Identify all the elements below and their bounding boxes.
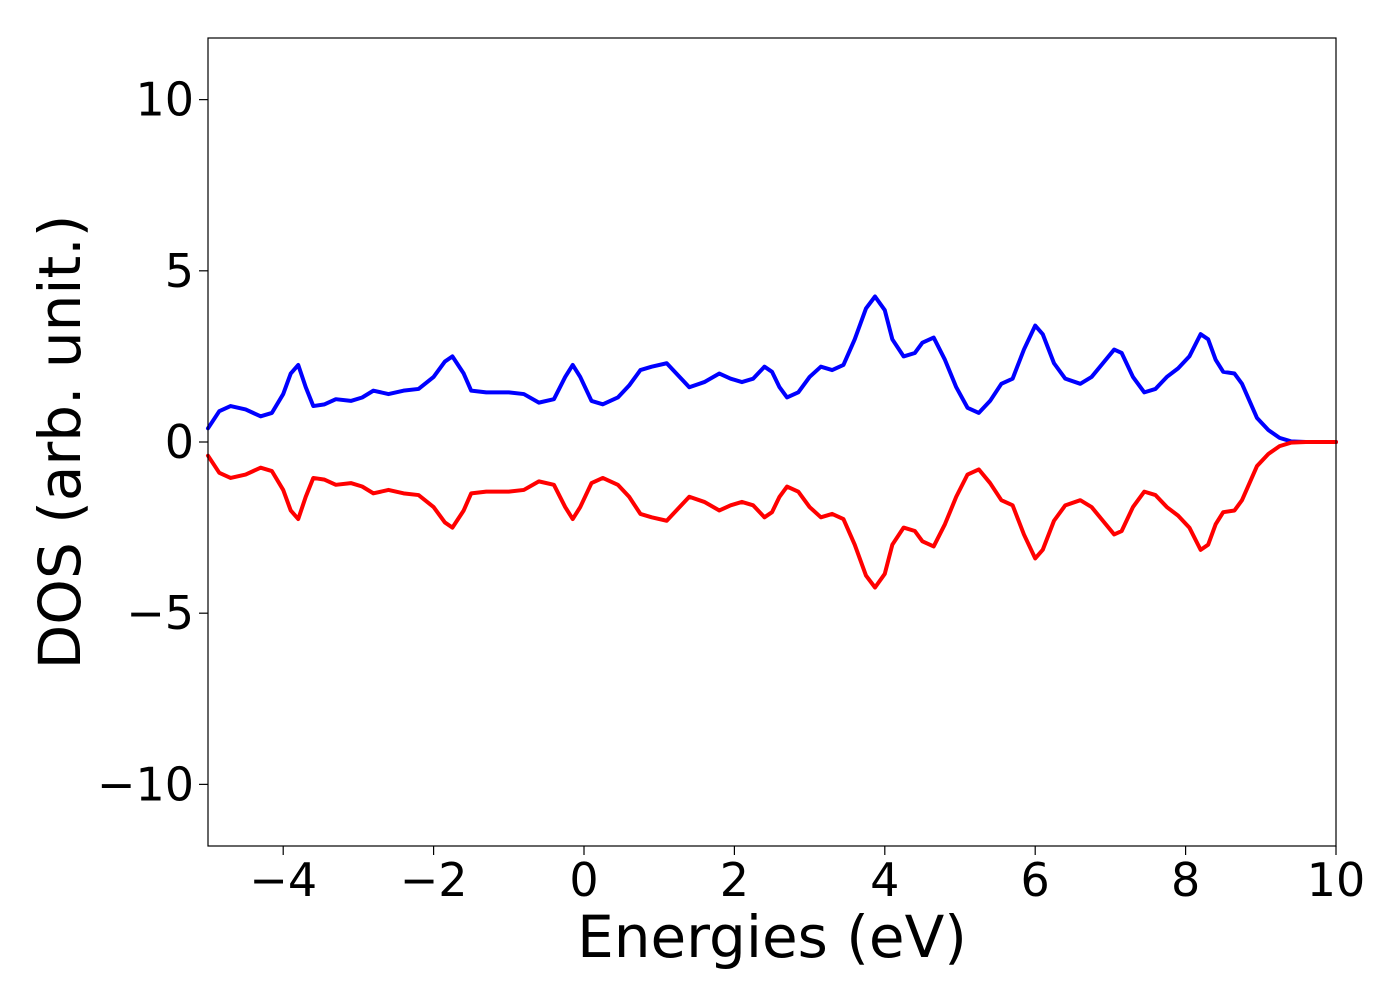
y-tick-label: 5 [165,244,194,298]
y-axis-ticks: −10 −5 0 5 10 [97,73,208,811]
y-tick-label: 10 [135,73,194,127]
x-tick-label: 10 [1307,853,1366,907]
x-tick-label: 6 [1021,853,1050,907]
y-tick-label: 0 [165,415,194,469]
x-tick-label: 2 [720,853,749,907]
series-layer [206,294,1338,590]
x-tick-label: 4 [870,853,899,907]
plot-frame [207,37,1337,847]
y-tick-label: −5 [126,586,194,640]
x-axis-label: Energies (eV) [577,903,967,971]
y-tick-label: −10 [97,757,194,811]
x-tick-label: 0 [569,853,598,907]
x-axis-ticks: −4 −2 0 2 4 6 8 10 [249,846,1365,907]
x-tick-label: 8 [1171,853,1200,907]
x-tick-label: −4 [249,853,317,907]
series-line-2 [206,440,1338,590]
x-tick-label: −2 [400,853,468,907]
y-axis-label: DOS (arb. unit.) [26,215,94,670]
series-line-1 [206,294,1338,444]
